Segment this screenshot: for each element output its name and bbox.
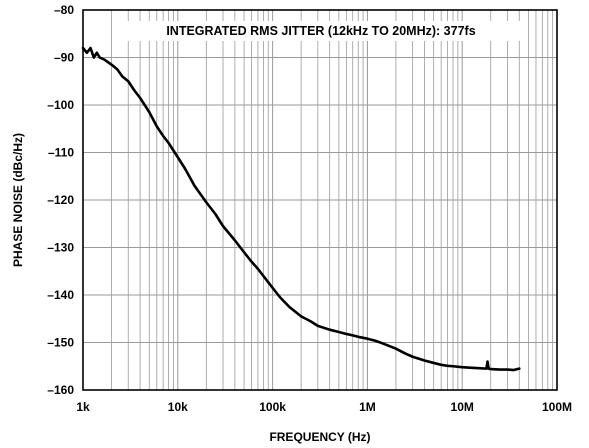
x-tick-label: 100k bbox=[259, 400, 286, 414]
x-tick-label: 10k bbox=[168, 400, 188, 414]
x-tick-label: 1M bbox=[359, 400, 376, 414]
jitter-annotation: INTEGRATED RMS JITTER (12kHz TO 20MHz): … bbox=[166, 24, 475, 38]
annotation-background bbox=[113, 21, 527, 41]
y-tick-label: –160 bbox=[47, 383, 74, 397]
y-tick-label: –130 bbox=[47, 241, 74, 255]
x-axis-title: FREQUENCY (Hz) bbox=[269, 430, 370, 444]
x-tick-labels: 1k 10k 100k 1M 10M 100M bbox=[76, 400, 572, 414]
x-tick-label: 100M bbox=[542, 400, 572, 414]
y-axis-title: PHASE NOISE (dBc/Hz) bbox=[11, 133, 25, 267]
y-tick-label: –140 bbox=[47, 288, 74, 302]
x-tick-label: 10M bbox=[451, 400, 474, 414]
y-tick-label: –100 bbox=[47, 98, 74, 112]
y-tick-label: –90 bbox=[54, 51, 74, 65]
y-tick-label: –110 bbox=[48, 146, 74, 160]
y-tick-label: –80 bbox=[54, 3, 74, 17]
phase-noise-series-line bbox=[81, 46, 521, 372]
y-tick-label: –120 bbox=[47, 193, 74, 207]
grid bbox=[82, 9, 557, 391]
x-tick-label: 1k bbox=[76, 400, 90, 414]
plot-frame bbox=[82, 9, 558, 391]
y-tick-label: –150 bbox=[47, 336, 74, 350]
y-tick-labels: –80 –90 –100 –110 –120 –130 –140 –150 –160 bbox=[47, 3, 74, 397]
